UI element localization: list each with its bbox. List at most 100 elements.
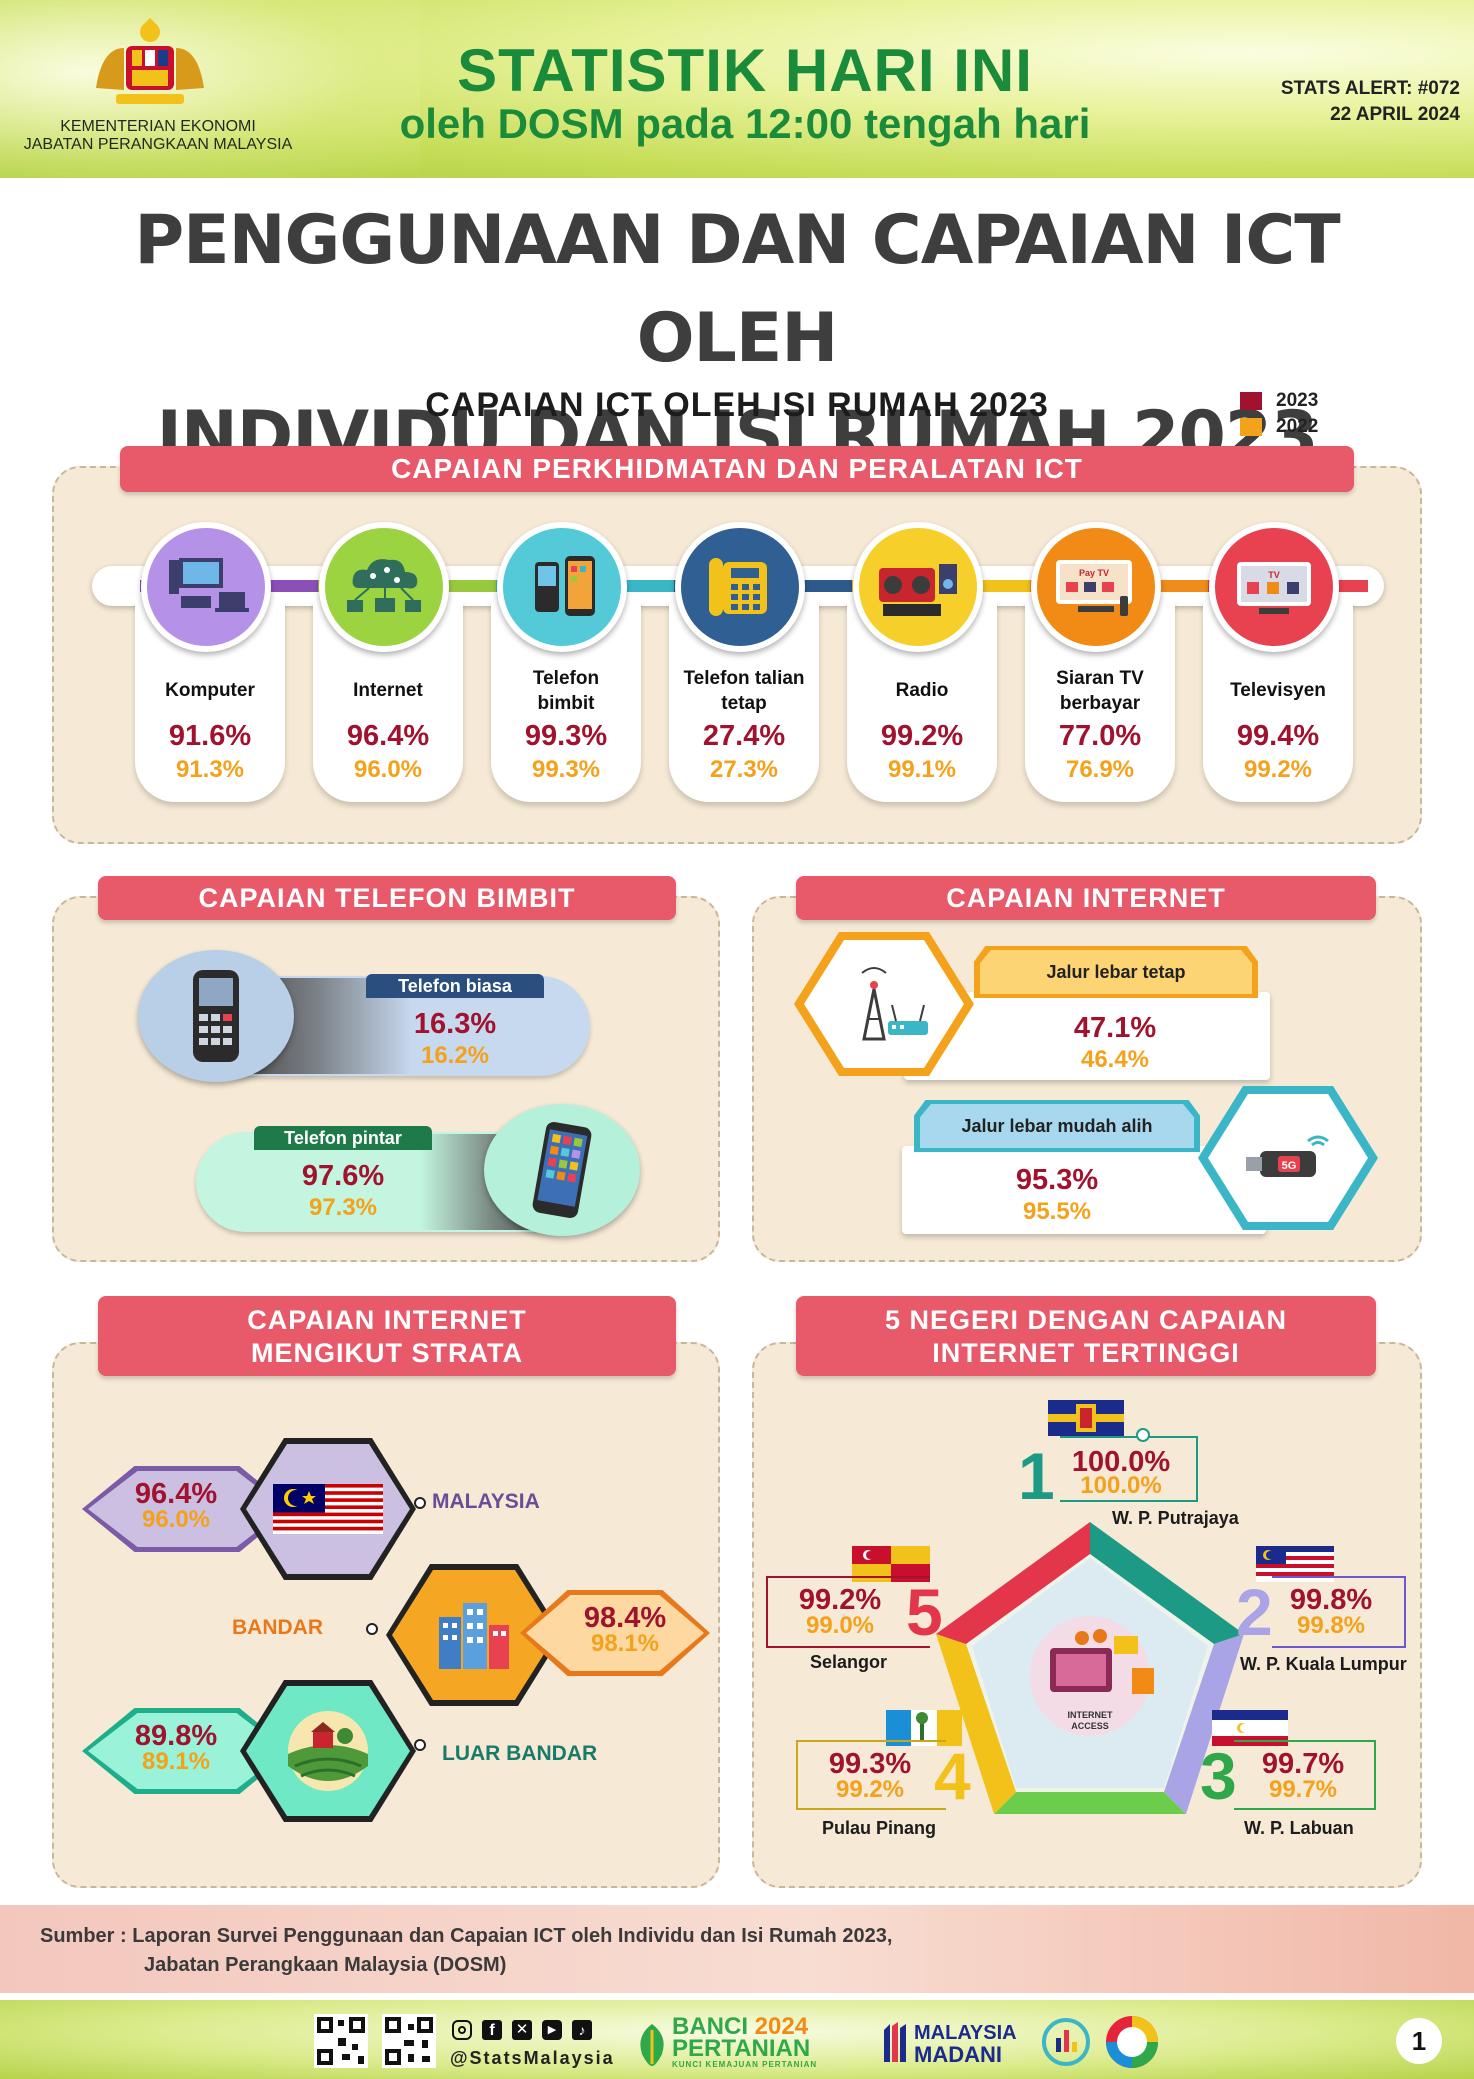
landline-phone-icon: [675, 522, 805, 652]
rank-1-connector-dot: [1136, 1428, 1150, 1442]
footer-band: [0, 2000, 1474, 2079]
rank-2-frame: [1272, 1576, 1406, 1648]
smartphone-icon: [484, 1104, 640, 1236]
coat-of-arms-icon: [96, 18, 204, 104]
rank-2-state-name: W. P. Kuala Lumpur: [1240, 1654, 1407, 1674]
service-name-radio: Radio: [847, 666, 997, 703]
rank-4-frame: [796, 1740, 946, 1810]
madani-line-2: MADANI: [914, 2042, 1002, 2067]
section-title: CAPAIAN ICT OLEH ISI RUMAH 2023: [425, 386, 1049, 424]
service-value-2023: 99.4%: [1236, 720, 1320, 752]
malaysia-madani-logo: MALAYSIA MADANI: [914, 2022, 1017, 2066]
facebook-icon[interactable]: f: [482, 2020, 502, 2040]
internet-banner: CAPAIAN INTERNET: [796, 876, 1376, 920]
rank-5-frame: [766, 1576, 930, 1648]
service-value-2022: 99.3%: [531, 756, 601, 783]
service-name-line: Televisyen: [1230, 680, 1326, 701]
service-value-2023: 99.3%: [524, 720, 608, 752]
mobile-broadband-value-2023: 95.3%: [1015, 1164, 1099, 1196]
youtube-icon[interactable]: ▶: [542, 2020, 562, 2040]
basic-phone-value-2022: 16.2%: [420, 1042, 490, 1069]
rural-connector-dot: [414, 1739, 426, 1751]
smartphone-value-2022: 97.3%: [308, 1194, 378, 1221]
malaysia-value-2023: 96.4%: [134, 1478, 218, 1510]
alert-id: STATS ALERT: #072: [1280, 78, 1460, 99]
ministry-name: KEMENTERIAN EKONOMI JABATAN PERANGKAAN M…: [8, 118, 308, 154]
sdg-wheel-icon: [1106, 2016, 1158, 2068]
service-value-2022: 96.0%: [353, 756, 423, 783]
legend-label-2022: 2022: [1276, 416, 1319, 437]
legend-swatch-2023: [1240, 392, 1262, 410]
rank-5-value-2022: 99.0%: [805, 1612, 875, 1639]
rank-2-value-2023: 99.8%: [1289, 1584, 1373, 1616]
rank-4-number: 4: [934, 1739, 971, 1813]
pentagon-graphic: INTERNET ACCESS: [936, 1522, 1244, 1814]
legend-item-2022: 2022: [1240, 414, 1360, 440]
instagram-icon[interactable]: [452, 2020, 472, 2040]
social-handle[interactable]: @StatsMalaysia: [450, 2048, 615, 2068]
basic-phone-label: Telefon biasa: [366, 974, 544, 998]
source-band: [0, 1905, 1474, 1993]
rural-value-2023: 89.8%: [134, 1720, 218, 1752]
qr-code-icon[interactable]: [382, 2014, 436, 2068]
service-value-2023: 91.6%: [168, 720, 252, 752]
service-value-2022: 99.1%: [887, 756, 957, 783]
putrajaya-flag-icon: [1048, 1400, 1124, 1436]
rank-4-value-2022: 99.2%: [835, 1776, 905, 1803]
service-name-telefon-talian-tetap: Telefon talian tetap: [669, 666, 819, 716]
banci-logo-icon: [640, 2024, 664, 2066]
malaysia-value-2022: 96.0%: [141, 1506, 211, 1533]
basic-phone-value-2023: 16.3%: [413, 1008, 497, 1040]
strata-banner-line-2: MENGIKUT STRATA: [251, 1338, 523, 1368]
service-value-2022: 27.3%: [709, 756, 779, 783]
television-icon: TV: [1209, 522, 1339, 652]
service-name-internet: Internet: [313, 666, 463, 703]
qr-code-icon[interactable]: [314, 2014, 368, 2068]
madani-logo-icon: [884, 2022, 906, 2062]
tv-text: TV: [1268, 570, 1280, 580]
smartphone-value-2023: 97.6%: [301, 1160, 385, 1192]
rank-1-state-name: W. P. Putrajaya: [1112, 1508, 1239, 1528]
bandar-connector-dot: [366, 1623, 378, 1635]
rank-5-value-2023: 99.2%: [798, 1584, 882, 1616]
tiktok-icon[interactable]: ♪: [572, 2020, 592, 2040]
service-name-televisyen: Televisyen: [1203, 666, 1353, 703]
bandar-value-2023: 98.4%: [583, 1602, 667, 1634]
header-glow: [0, 0, 420, 178]
x-icon[interactable]: ✕: [512, 2020, 532, 2040]
rank-2-number: 2: [1236, 1575, 1273, 1649]
rural-value-2022: 89.1%: [141, 1748, 211, 1775]
banci-pertanian-logo: BANCI 2024 PERTANIAN KUNCI KEMAJUAN PERT…: [672, 2015, 872, 2070]
rank-5-number: 5: [906, 1575, 943, 1649]
service-name-line-1: Siaran TV: [1056, 668, 1144, 689]
states-banner-line-1: 5 NEGERI DENGAN CAPAIAN: [884, 1305, 1288, 1335]
source-note: Sumber : Laporan Survei Penggunaan dan C…: [40, 1922, 892, 1980]
service-value-2023: 27.4%: [702, 720, 786, 752]
pay-tv-icon: Pay TV: [1031, 522, 1161, 652]
service-name-line: Komputer: [165, 680, 255, 701]
rural-label: LUAR BANDAR: [442, 1742, 598, 1765]
service-name-siaran-tv-berbayar: Siaran TV berbayar: [1025, 666, 1175, 716]
main-title-line-1: PENGGUNAAN DAN CAPAIAN ICT OLEH: [134, 201, 1340, 378]
year-legend: 2023 2022: [1240, 388, 1360, 440]
service-value-2022: 99.2%: [1243, 756, 1313, 783]
malaysia-connector-dot: [414, 1497, 426, 1509]
dosm-logo-icon: [1042, 2018, 1090, 2066]
states-banner-line-2: INTERNET TERTINGGI: [932, 1338, 1240, 1368]
router-icon: [804, 940, 964, 1068]
radio-icon: [853, 522, 983, 652]
kuala-lumpur-flag-icon: [1256, 1546, 1334, 1582]
rank-3-number: 3: [1200, 1739, 1237, 1813]
service-value-2022: 91.3%: [175, 756, 245, 783]
mobile-broadband-value-2022: 95.5%: [1022, 1198, 1092, 1225]
rank-4-value-2023: 99.3%: [828, 1748, 912, 1780]
rank-3-state-name: W. P. Labuan: [1244, 1818, 1354, 1838]
five-g-text: 5G: [1282, 1160, 1297, 1172]
header-subtitle: oleh DOSM pada 12:00 tengah hari: [399, 100, 1091, 147]
service-name-telefon-bimbit: Telefon bimbit: [491, 666, 641, 716]
stats-alert: STATS ALERT: #072 22 APRIL 2024: [1190, 76, 1460, 128]
alert-date: 22 APRIL 2024: [1330, 104, 1460, 125]
fixed-broadband-value-2022: 46.4%: [1080, 1046, 1150, 1073]
service-name-line-1: Telefon talian: [683, 668, 805, 689]
rank-3-value-2023: 99.7%: [1261, 1748, 1345, 1780]
